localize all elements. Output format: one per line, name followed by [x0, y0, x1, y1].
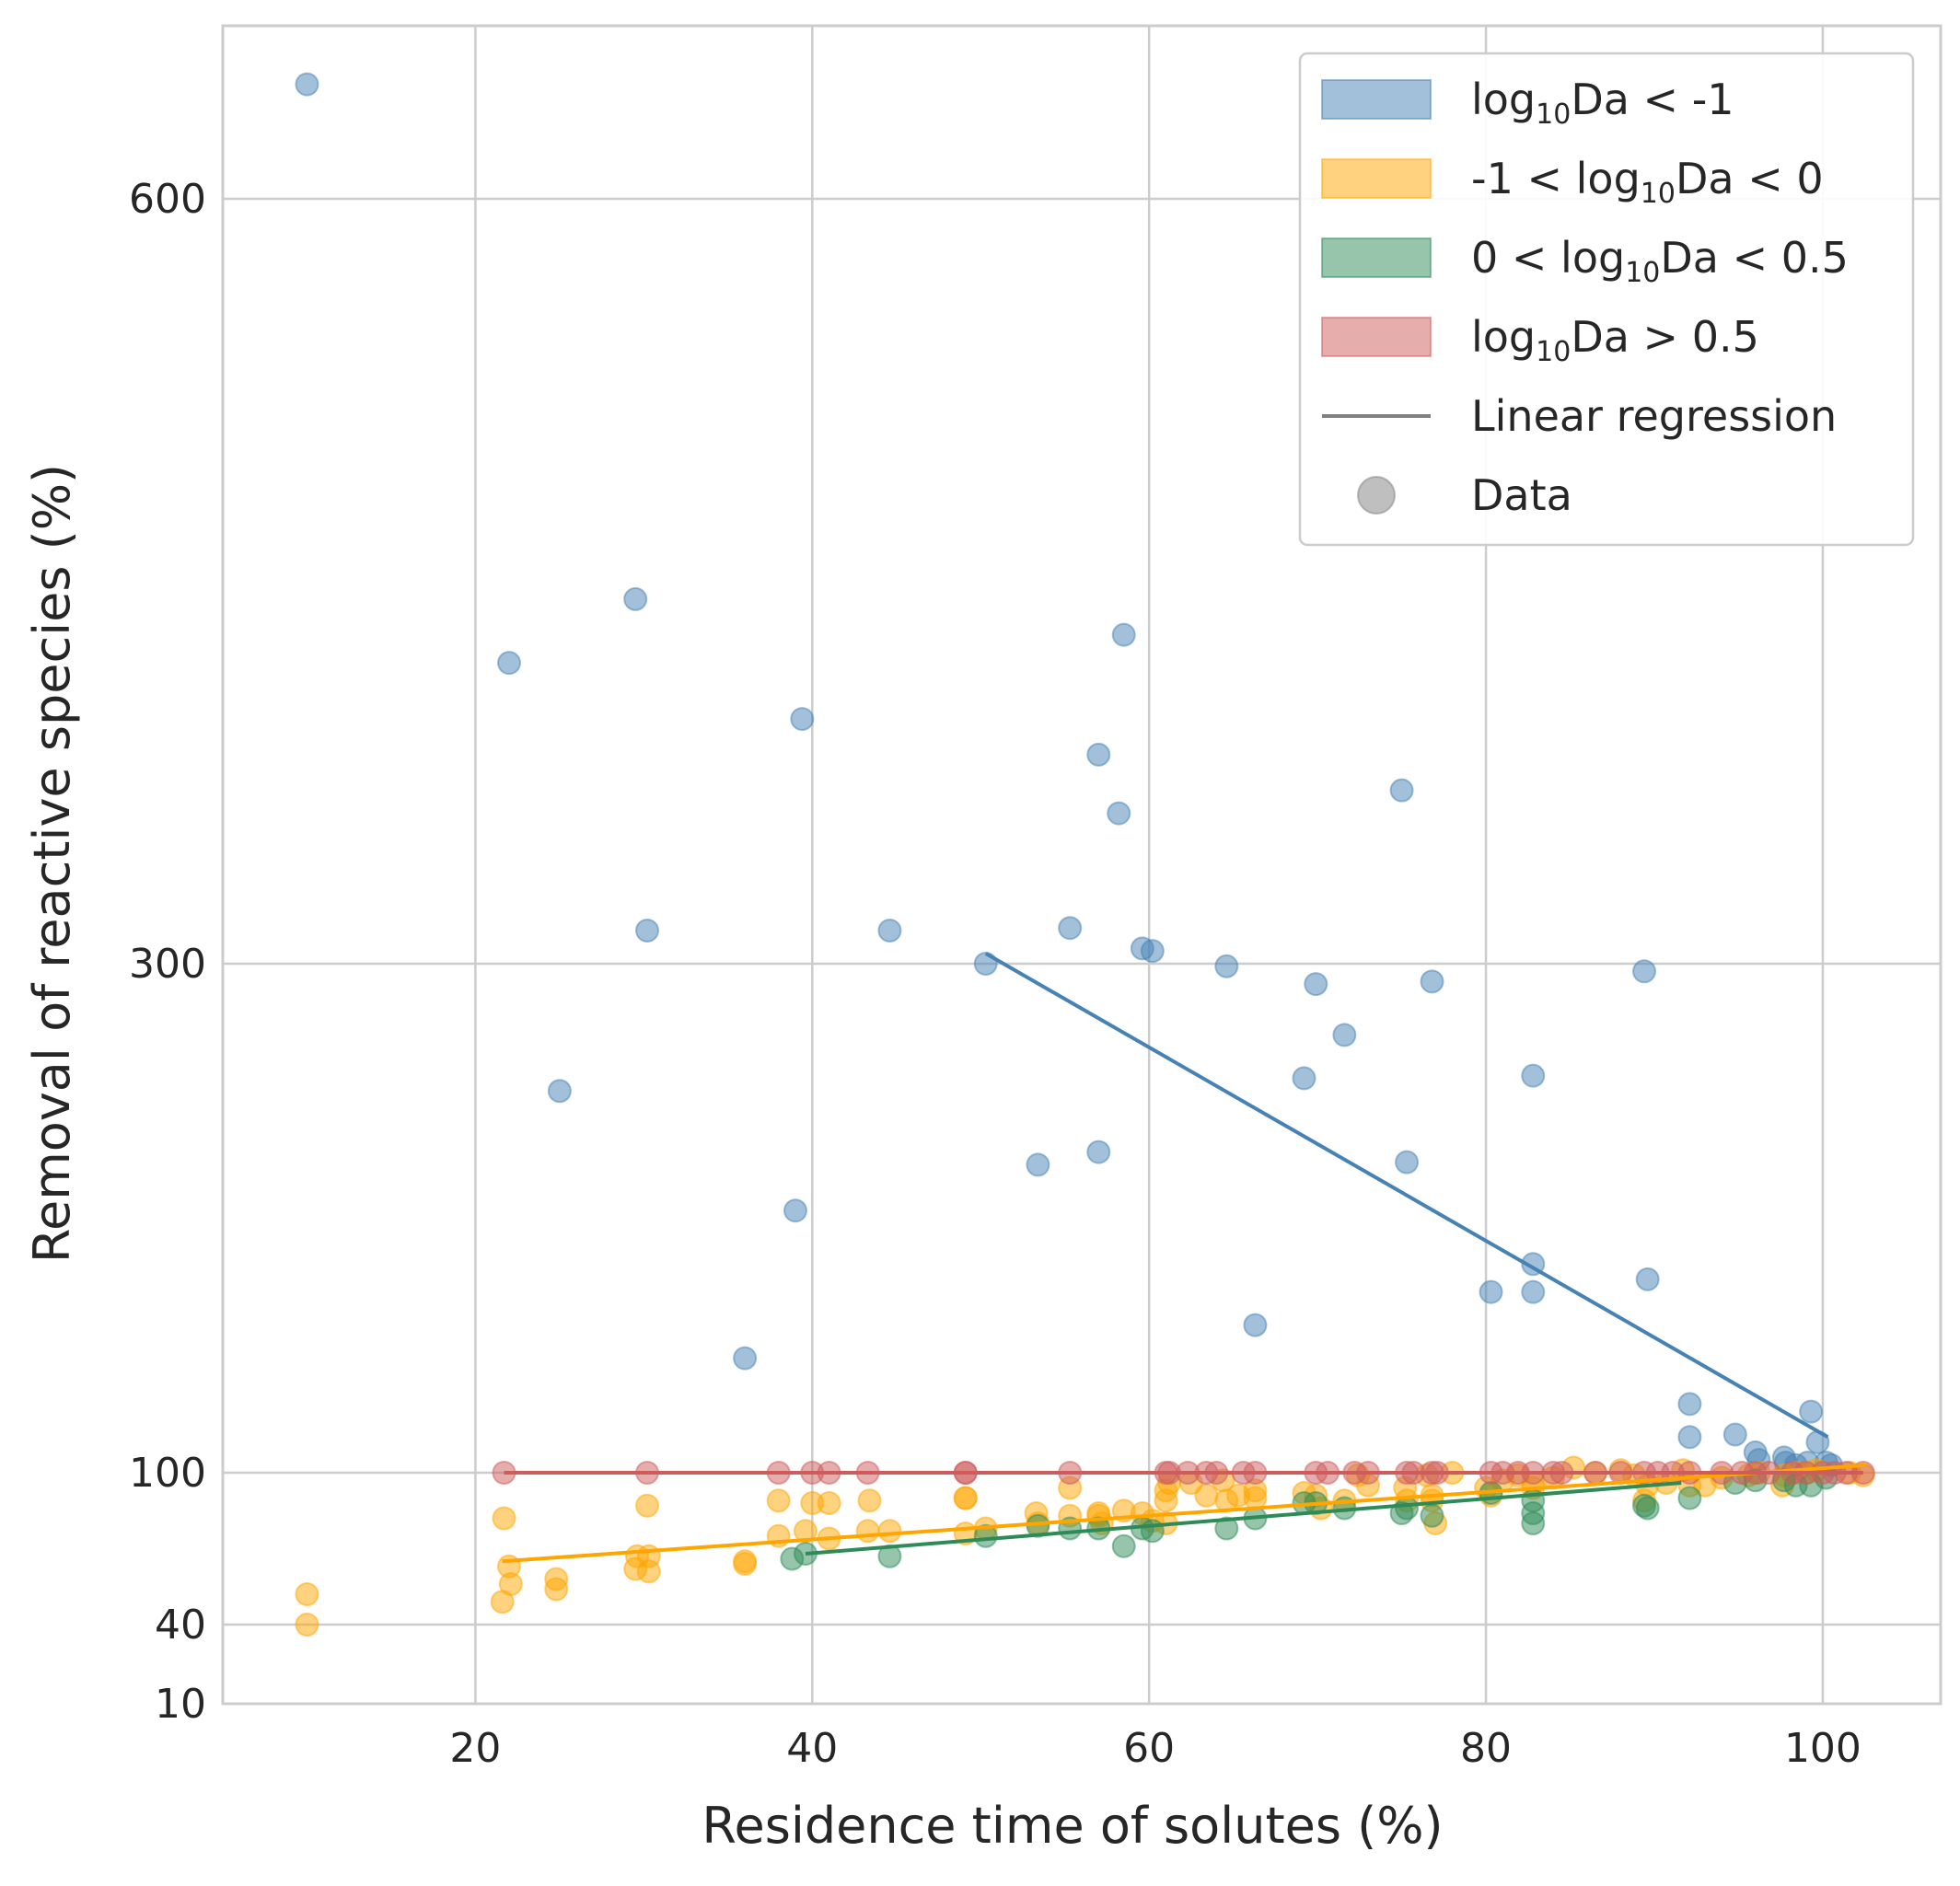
y-axis-label: Removal of reactive species (%) — [23, 464, 81, 1263]
data-point — [1635, 1496, 1660, 1521]
legend-label: log10Da < -1 — [1471, 75, 1734, 131]
data-point — [295, 1613, 319, 1637]
data-point — [1086, 1140, 1111, 1164]
data-point — [1395, 1150, 1420, 1174]
data-point — [1058, 916, 1083, 941]
data-point — [1140, 939, 1165, 964]
x-tick-label: 80 — [1460, 1725, 1512, 1772]
regression-line — [502, 1463, 1867, 1564]
data-point — [766, 1488, 791, 1513]
data-point — [733, 1346, 758, 1371]
data-point — [1677, 1392, 1702, 1417]
regression-lines — [502, 952, 1867, 1564]
data-point — [1395, 1496, 1420, 1521]
data-point — [1632, 959, 1657, 984]
legend: log10Da < -1-1 < log10Da < 00 < log10Da … — [1298, 52, 1915, 547]
data-point — [497, 651, 521, 676]
data-point — [790, 707, 815, 732]
data-point — [1026, 1152, 1050, 1177]
data-point — [857, 1488, 882, 1513]
y-tick-label: 40 — [155, 1602, 206, 1649]
data-point — [1389, 778, 1414, 803]
data-point — [636, 1559, 661, 1584]
data-point — [1521, 1063, 1546, 1088]
data-point — [1292, 1066, 1316, 1091]
data-point — [1722, 1422, 1747, 1447]
data-point — [544, 1577, 569, 1602]
data-point — [1086, 742, 1111, 767]
legend-label: log10Da > 0.5 — [1471, 312, 1759, 368]
data-point — [953, 1486, 978, 1510]
data-point — [1111, 1533, 1136, 1558]
data-point — [1107, 801, 1131, 826]
data-point — [1677, 1486, 1702, 1510]
legend-swatch — [1321, 237, 1432, 278]
legend-box — [1298, 52, 1915, 547]
y-tick-label: 100 — [129, 1450, 206, 1497]
data-point — [1677, 1425, 1702, 1450]
x-axis-label: Residence time of solutes (%) — [702, 1797, 1443, 1855]
data-point — [635, 1493, 660, 1518]
data-point — [547, 1079, 572, 1104]
data-point — [733, 1552, 758, 1576]
legend-swatch — [1321, 317, 1432, 357]
x-tick-label: 100 — [1784, 1725, 1861, 1772]
x-tick-label: 20 — [449, 1725, 501, 1772]
data-points — [295, 72, 1875, 1637]
axes-frame — [221, 24, 1943, 1706]
y-tick-label: 600 — [129, 176, 206, 223]
x-tick-label: 60 — [1123, 1725, 1175, 1772]
data-point — [1420, 1503, 1444, 1528]
data-point — [1304, 972, 1328, 997]
data-point — [1214, 1516, 1239, 1541]
legend-marker-swatch — [1357, 476, 1396, 515]
data-point — [623, 586, 648, 611]
data-point — [1479, 1279, 1503, 1304]
legend-label: Linear regression — [1471, 391, 1837, 441]
data-point — [817, 1491, 841, 1515]
legend-label: Data — [1471, 470, 1572, 520]
data-point — [295, 1582, 319, 1606]
data-point — [492, 1506, 516, 1531]
legend-swatch — [1321, 79, 1432, 120]
data-point — [1243, 1313, 1268, 1337]
x-tick-label: 40 — [786, 1725, 838, 1772]
tick-labels: 20 40 60 80 100 10 40 100 300 600 — [129, 176, 1861, 1772]
data-point — [1521, 1279, 1546, 1304]
legend-swatch — [1321, 158, 1432, 199]
data-point — [877, 918, 902, 943]
data-point — [635, 918, 660, 943]
data-point — [1111, 622, 1136, 647]
data-point — [1332, 1023, 1357, 1047]
data-point — [1799, 1399, 1824, 1424]
y-tick-label: 300 — [129, 941, 206, 988]
legend-label: 0 < log10Da < 0.5 — [1471, 233, 1849, 289]
data-point — [295, 72, 319, 97]
data-point — [498, 1572, 523, 1596]
data-point — [1635, 1267, 1660, 1291]
regression-line — [805, 1481, 1682, 1556]
data-point — [855, 1519, 880, 1544]
data-point — [973, 1523, 998, 1548]
data-point — [1420, 969, 1444, 994]
regression-line — [984, 952, 1829, 1440]
data-point — [1243, 1486, 1268, 1510]
plot-border — [221, 24, 1943, 1706]
data-point — [1521, 1511, 1546, 1535]
data-point — [1214, 954, 1239, 978]
y-tick-label: 10 — [155, 1681, 206, 1728]
data-point — [877, 1519, 902, 1544]
data-point — [783, 1198, 807, 1223]
